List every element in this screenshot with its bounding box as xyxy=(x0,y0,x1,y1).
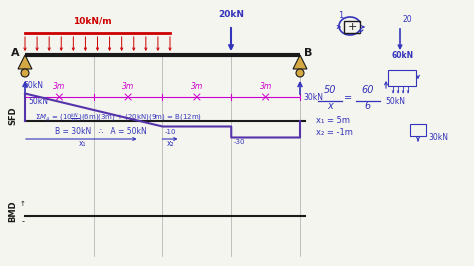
Text: 20kN: 20kN xyxy=(218,10,244,19)
Text: B = 30kN   ∴   A = 50kN: B = 30kN ∴ A = 50kN xyxy=(55,127,147,136)
Text: $\Sigma M_A$ = (10$\frac{kN}{m}$)(6m)(3m) + (20kN)(9m) = B(12m): $\Sigma M_A$ = (10$\frac{kN}{m}$)(6m)(3m… xyxy=(35,111,202,124)
Text: x₁ = 5m: x₁ = 5m xyxy=(316,116,350,125)
Text: 10kN/m: 10kN/m xyxy=(73,16,112,25)
Text: SFD: SFD xyxy=(8,107,17,125)
Circle shape xyxy=(296,69,304,77)
Text: x: x xyxy=(327,101,333,111)
Text: 3m: 3m xyxy=(53,82,65,91)
Text: ↑: ↑ xyxy=(20,201,26,207)
Text: 50kN: 50kN xyxy=(23,81,43,90)
Text: 3m: 3m xyxy=(259,82,272,91)
Text: +: + xyxy=(347,22,357,32)
Text: 20: 20 xyxy=(403,15,413,24)
Text: -30: -30 xyxy=(233,139,245,146)
Text: 1: 1 xyxy=(338,11,344,20)
Text: x₂: x₂ xyxy=(167,139,174,148)
Circle shape xyxy=(21,69,29,77)
Text: 30kN: 30kN xyxy=(428,133,448,142)
Polygon shape xyxy=(293,55,307,69)
Text: -: - xyxy=(21,217,25,226)
Text: 3m: 3m xyxy=(191,82,203,91)
Bar xyxy=(344,21,360,33)
Text: =: = xyxy=(344,93,352,103)
Polygon shape xyxy=(18,55,32,69)
Bar xyxy=(388,70,416,86)
Text: 50: 50 xyxy=(324,85,336,95)
Text: 3m: 3m xyxy=(122,82,134,91)
Text: 60kN: 60kN xyxy=(392,51,414,60)
Text: x₂ = -1m: x₂ = -1m xyxy=(316,128,353,137)
Text: 50kN: 50kN xyxy=(385,97,405,106)
Bar xyxy=(410,124,426,136)
Text: -10: -10 xyxy=(164,128,176,135)
Text: B: B xyxy=(304,48,312,58)
Text: 30kN: 30kN xyxy=(303,93,323,102)
Text: x₁: x₁ xyxy=(79,139,86,148)
Text: 50kN: 50kN xyxy=(28,97,48,106)
Text: 6: 6 xyxy=(365,101,371,111)
Text: BMD: BMD xyxy=(8,200,17,222)
Text: A: A xyxy=(11,48,20,58)
Text: 60: 60 xyxy=(362,85,374,95)
